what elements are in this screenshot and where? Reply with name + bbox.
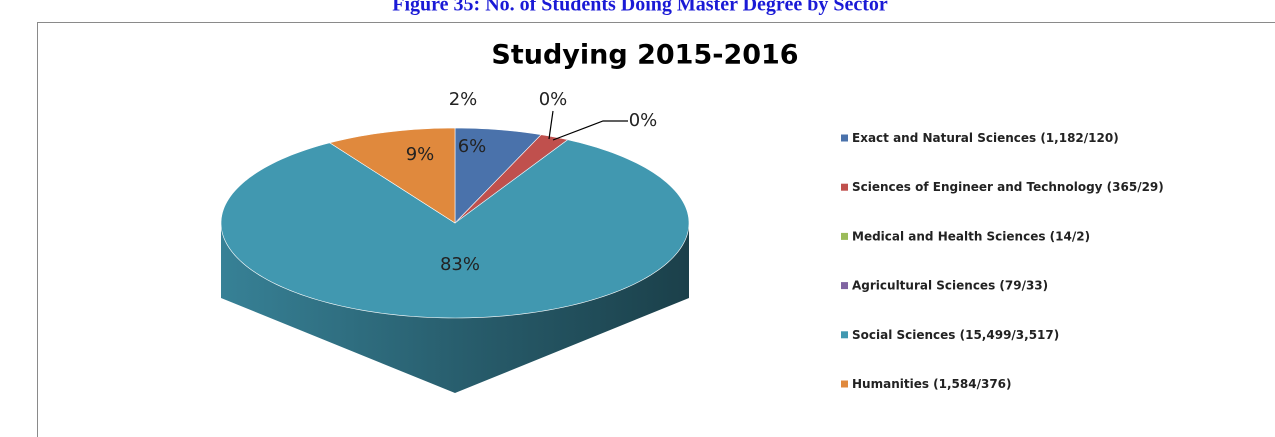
data-label: 2% [449, 89, 478, 110]
data-label: 83% [440, 254, 480, 275]
data-label: 9% [406, 144, 435, 165]
slice-side [221, 223, 689, 393]
data-label: 0% [629, 110, 658, 131]
slice [328, 127, 456, 224]
legend-swatch [841, 232, 848, 240]
legend-swatch [841, 183, 848, 191]
pie-labels: 6% 2% 0% 0% 83% 9% [406, 89, 658, 275]
legend-swatch [841, 380, 848, 388]
slice [454, 134, 569, 224]
legend-swatch [841, 331, 848, 339]
leader-line [552, 120, 628, 141]
legend: Exact and Natural Sciences (1,182/120) Sc… [841, 131, 1164, 391]
figure-caption: Figure 35: No. of Students Doing Master … [392, 0, 888, 16]
legend-swatch [841, 134, 848, 142]
legend-swatch [841, 282, 848, 290]
legend-label: Agricultural Sciences (79/33) [852, 279, 1048, 293]
chart-title: Studying 2015-2016 [491, 40, 798, 71]
legend-label: Sciences of Engineer and Technology (365… [852, 180, 1164, 194]
pie-sides [221, 223, 689, 393]
data-label: 0% [539, 89, 568, 110]
legend-label: Humanities (1,584/376) [852, 377, 1012, 391]
slice [454, 127, 542, 224]
leader-line [548, 110, 554, 140]
data-label: 6% [458, 136, 487, 157]
legend-label: Social Sciences (15,499/3,517) [852, 328, 1059, 342]
pie-tops [220, 127, 690, 319]
slice [220, 139, 690, 319]
legend-label: Exact and Natural Sciences (1,182/120) [852, 131, 1119, 145]
legend-label: Medical and Health Sciences (14/2) [852, 229, 1090, 243]
